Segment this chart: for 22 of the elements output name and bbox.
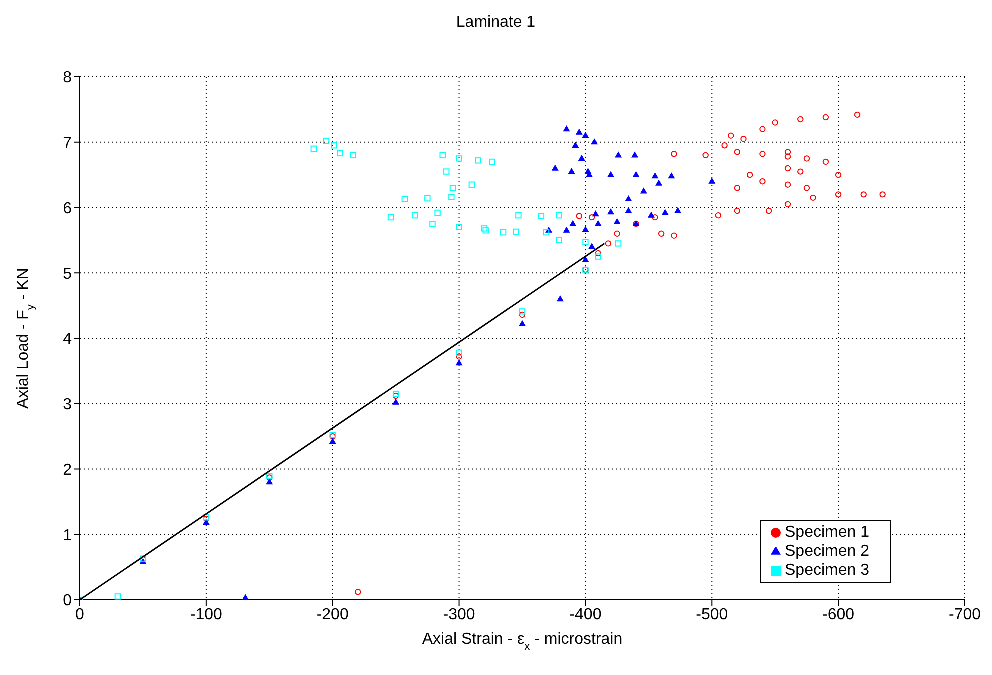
x-tick-label: -500 [696,606,728,624]
x-tick-label: 0 [76,606,85,624]
x-tick-label: -300 [443,606,476,624]
y-tick-label: 3 [63,396,72,414]
y-tick-label: 2 [63,462,72,479]
y-tick-label: 4 [63,331,72,348]
x-axis-title: Axial Strain - ε$_{x}$ - microstrain [422,631,623,653]
x-tick-label: -400 [570,606,602,624]
x-tick-label: -700 [948,606,982,624]
x-tick-label: -600 [822,606,855,624]
y-tick-label: 5 [63,266,72,283]
legend-label: Specimen 3 [785,562,870,579]
y-tick-label: 7 [63,135,72,152]
legend-label: Specimen 1 [785,524,870,541]
chart-title: Laminate 1 [455,14,537,32]
x-tick-label: -100 [190,606,223,624]
y-tick-label: 0 [63,592,72,610]
y-tick-label: 6 [63,200,72,218]
x-tick-label: -200 [316,606,349,624]
legend-label: Specimen 2 [785,543,870,560]
y-tick-label: 8 [63,70,72,87]
y-tick-label: 1 [63,527,72,544]
